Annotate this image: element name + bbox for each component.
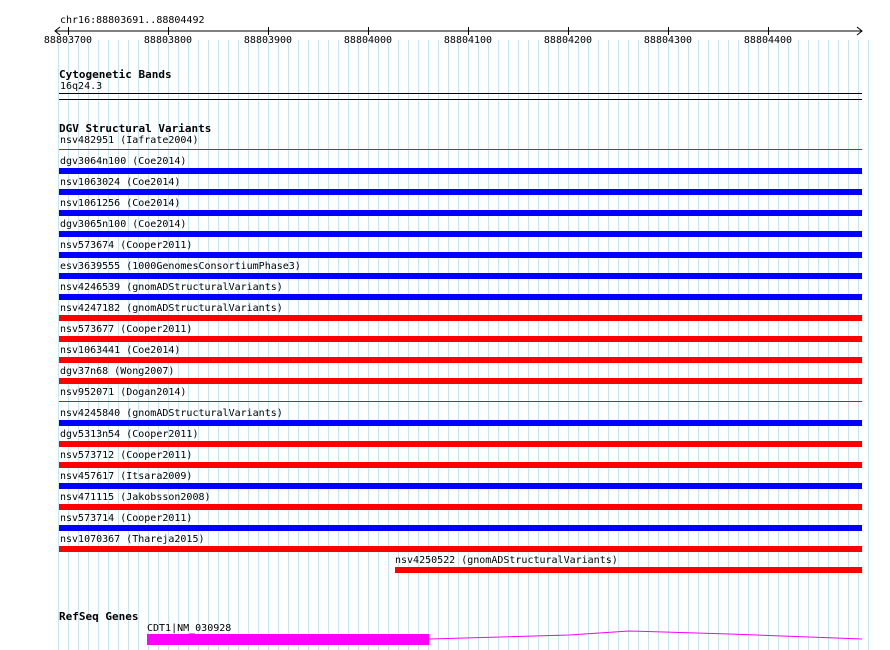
dgv-feature-label: nsv952071 (Dogan2014) <box>60 387 187 398</box>
dgv-feature-bar[interactable] <box>59 546 862 552</box>
dgv-feature-bar[interactable] <box>59 336 862 342</box>
dgv-feature-bar[interactable] <box>59 168 862 174</box>
dgv-feature-bar[interactable] <box>59 504 862 510</box>
ruler-tick-label: 88804200 <box>543 35 593 46</box>
ruler-tick-label: 88804100 <box>443 35 493 46</box>
dgv-feature-bar[interactable] <box>59 294 862 300</box>
gene-intron-line[interactable] <box>429 630 862 644</box>
dgv-feature-label: nsv4247182 (gnomADStructuralVariants) <box>60 303 283 314</box>
gene-label: CDT1|NM_030928 <box>147 623 232 634</box>
dgv-feature-bar[interactable] <box>59 315 862 321</box>
ruler-tick-label: 88803900 <box>243 35 293 46</box>
cytoband-bar-top[interactable] <box>59 93 862 94</box>
location-label: chr16:88803691..88804492 <box>60 15 205 26</box>
ruler-axis <box>54 26 863 36</box>
dgv-feature-label: nsv1061256 (Coe2014) <box>60 198 181 209</box>
dgv-feature-bar[interactable] <box>59 378 862 384</box>
dgv-feature-label: nsv573712 (Cooper2011) <box>60 450 193 461</box>
dgv-feature-bar[interactable] <box>59 231 862 237</box>
cytoband-label: 16q24.3 <box>60 81 103 92</box>
ruler-tick-label: 88804400 <box>743 35 793 46</box>
dgv-feature-label: nsv4250522 (gnomADStructuralVariants) <box>395 555 618 566</box>
dgv-feature-bar[interactable] <box>59 149 862 150</box>
dgv-feature-label: dgv3064n100 (Coe2014) <box>60 156 187 167</box>
dgv-feature-label: nsv1063441 (Coe2014) <box>60 345 181 356</box>
dgv-feature-label: nsv573677 (Cooper2011) <box>60 324 193 335</box>
dgv-feature-bar[interactable] <box>59 462 862 468</box>
dgv-feature-label: nsv457617 (Itsara2009) <box>60 471 193 482</box>
dgv-feature-label: nsv471115 (Jakobsson2008) <box>60 492 211 503</box>
dgv-feature-bar[interactable] <box>59 420 862 426</box>
dgv-feature-label: nsv573714 (Cooper2011) <box>60 513 193 524</box>
dgv-feature-bar[interactable] <box>59 189 862 195</box>
dgv-feature-bar[interactable] <box>59 357 862 363</box>
ruler-tick-label: 88803700 <box>43 35 93 46</box>
dgv-feature-label: esv3639555 (1000GenomesConsortiumPhase3) <box>60 261 301 272</box>
cytoband-track-title: Cytogenetic Bands <box>59 68 172 81</box>
dgv-feature-bar[interactable] <box>59 483 862 489</box>
dgv-feature-label: nsv573674 (Cooper2011) <box>60 240 193 251</box>
dgv-feature-bar[interactable] <box>59 273 862 279</box>
ruler-tick-label: 88804000 <box>343 35 393 46</box>
dgv-feature-label: dgv3065n100 (Coe2014) <box>60 219 187 230</box>
dgv-feature-label: nsv4246539 (gnomADStructuralVariants) <box>60 282 283 293</box>
dgv-feature-label: nsv1063024 (Coe2014) <box>60 177 181 188</box>
dgv-feature-label: dgv5313n54 (Cooper2011) <box>60 429 199 440</box>
cytoband-bar-bottom[interactable] <box>59 99 862 100</box>
ruler-tick-label: 88803800 <box>143 35 193 46</box>
dgv-feature-label: dgv37n68 (Wong2007) <box>60 366 175 377</box>
dgv-feature-label: nsv4245840 (gnomADStructuralVariants) <box>60 408 283 419</box>
dgv-feature-bar[interactable] <box>59 210 862 216</box>
dgv-feature-bar[interactable] <box>59 401 862 402</box>
ruler-tick-label: 88804300 <box>643 35 693 46</box>
dgv-feature-label: nsv1070367 (Thareja2015) <box>60 534 205 545</box>
dgv-feature-bar[interactable] <box>59 441 862 447</box>
refseq-track-title: RefSeq Genes <box>59 610 139 623</box>
dgv-feature-bar[interactable] <box>59 252 862 258</box>
dgv-track-title: DGV Structural Variants <box>59 122 212 135</box>
gene-exon[interactable] <box>147 634 429 645</box>
dgv-feature-label: nsv482951 (Iafrate2004) <box>60 135 199 146</box>
dgv-feature-bar[interactable] <box>395 567 862 573</box>
dgv-feature-bar[interactable] <box>59 525 862 531</box>
